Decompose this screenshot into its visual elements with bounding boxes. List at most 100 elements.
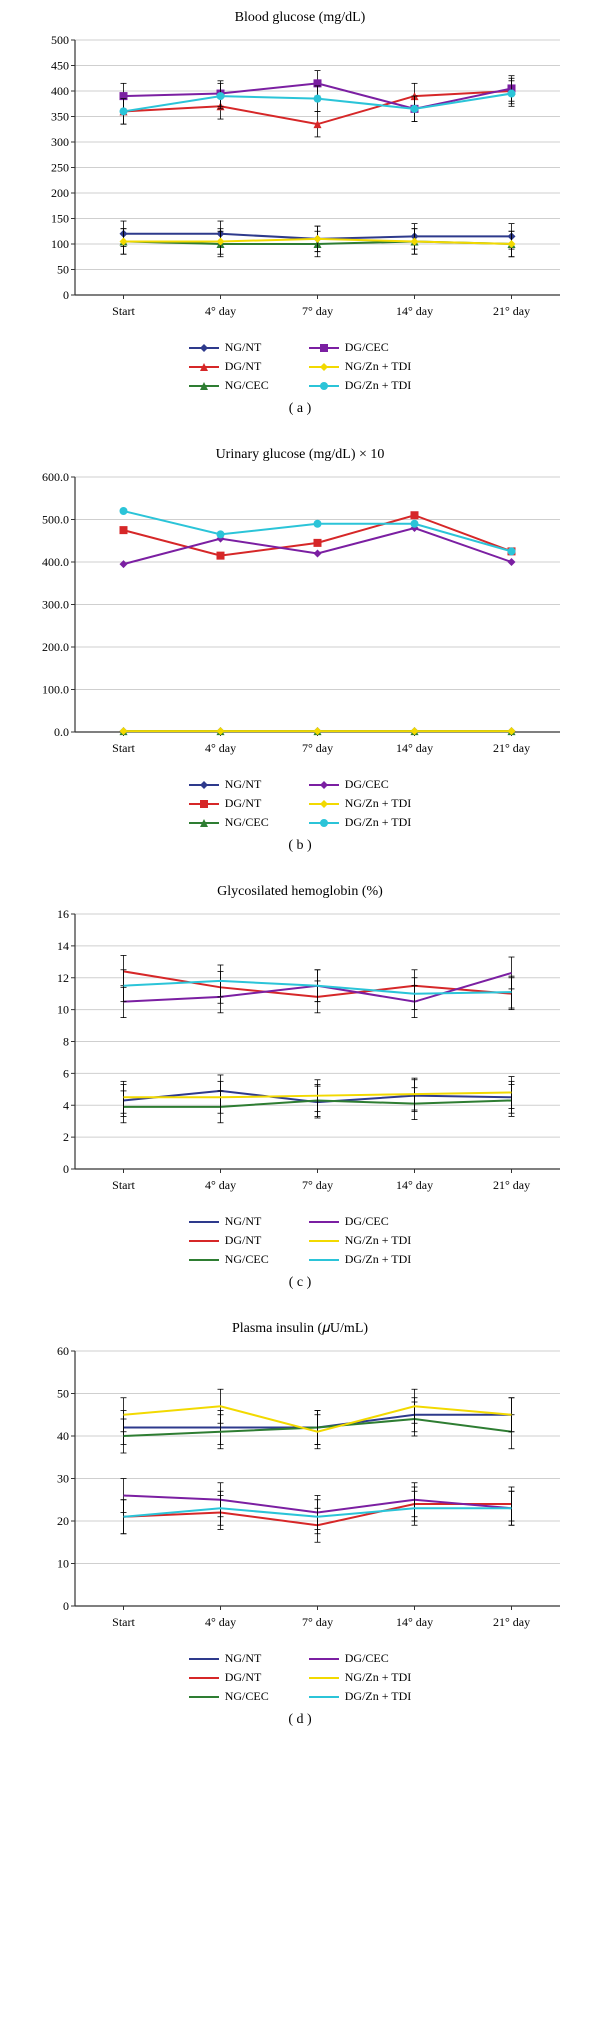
svg-text:500: 500 [51,33,69,47]
svg-text:0: 0 [63,1162,69,1176]
legend-label: NG/CEC [225,1689,269,1704]
svg-text:250: 250 [51,161,69,175]
svg-text:30: 30 [57,1472,69,1486]
legend-swatch [309,342,339,354]
chart-legend: NG/NT DG/NT NG/CEC DG/CEC NG/Zn + TDI DG… [10,775,590,832]
legend-swatch [309,817,339,829]
svg-text:8: 8 [63,1035,69,1049]
chart-d: 0102030405060Start4° day7° day14° day21°… [20,1341,580,1641]
svg-text:300: 300 [51,135,69,149]
legend-item: DG/Zn + TDI [309,378,412,393]
svg-text:500.0: 500.0 [42,513,69,527]
legend-item: NG/NT [189,1651,269,1666]
legend-label: NG/Zn + TDI [345,359,412,374]
legend-swatch [189,779,219,791]
svg-text:7° day: 7° day [302,304,333,318]
svg-text:21° day: 21° day [493,304,530,318]
legend-label: NG/Zn + TDI [345,796,412,811]
legend-label: DG/CEC [345,1214,389,1229]
legend-swatch [189,817,219,829]
legend-item: NG/Zn + TDI [309,359,412,374]
legend-item: NG/NT [189,340,269,355]
legend-swatch [189,342,219,354]
svg-text:14° day: 14° day [396,1615,433,1629]
svg-text:40: 40 [57,1429,69,1443]
chart-block-a: Blood glucose (mg/dL) 050100150200250300… [10,10,590,417]
legend-item: DG/NT [189,796,269,811]
legend-label: NG/NT [225,1214,262,1229]
legend-swatch [309,380,339,392]
svg-text:300.0: 300.0 [42,598,69,612]
legend-swatch [189,1653,219,1665]
legend-item: DG/Zn + TDI [309,815,412,830]
legend-swatch [189,1235,219,1247]
legend-swatch [189,798,219,810]
legend-item: DG/NT [189,1670,269,1685]
legend-label: DG/Zn + TDI [345,378,412,393]
legend-swatch [309,1653,339,1665]
chart-sublabel: ( a ) [10,401,590,417]
legend-swatch [189,1216,219,1228]
legend-label: DG/Zn + TDI [345,1689,412,1704]
legend-label: NG/Zn + TDI [345,1233,412,1248]
svg-text:7° day: 7° day [302,741,333,755]
legend-label: NG/CEC [225,1252,269,1267]
chart-c: 0246810121416Start4° day7° day14° day21°… [20,904,580,1204]
chart-block-d: Plasma insulin (𝜇U/mL) 0102030405060Star… [10,1321,590,1728]
svg-text:600.0: 600.0 [42,470,69,484]
svg-text:400.0: 400.0 [42,555,69,569]
svg-text:20: 20 [57,1514,69,1528]
svg-text:200: 200 [51,186,69,200]
chart-title: Urinary glucose (mg/dL) × 10 [10,447,590,463]
svg-text:14° day: 14° day [396,1178,433,1192]
svg-text:14: 14 [57,939,69,953]
svg-text:450: 450 [51,59,69,73]
chart-legend: NG/NT DG/NT NG/CEC DG/CEC NG/Zn + TDI DG… [10,338,590,395]
legend-item: DG/CEC [309,777,412,792]
svg-text:Start: Start [112,1178,135,1192]
svg-text:50: 50 [57,263,69,277]
svg-text:200.0: 200.0 [42,640,69,654]
chart-legend: NG/NT DG/NT NG/CEC DG/CEC NG/Zn + TDI DG… [10,1212,590,1269]
legend-item: DG/NT [189,1233,269,1248]
legend-label: NG/NT [225,340,262,355]
svg-text:21° day: 21° day [493,1615,530,1629]
legend-label: NG/CEC [225,378,269,393]
legend-item: DG/CEC [309,1214,412,1229]
legend-label: DG/CEC [345,777,389,792]
svg-text:21° day: 21° day [493,1178,530,1192]
svg-text:400: 400 [51,84,69,98]
legend-swatch [189,361,219,373]
svg-text:0: 0 [63,288,69,302]
svg-text:12: 12 [57,971,69,985]
legend-label: NG/NT [225,777,262,792]
legend-item: NG/CEC [189,1689,269,1704]
svg-text:14° day: 14° day [396,304,433,318]
legend-item: NG/NT [189,1214,269,1229]
svg-text:60: 60 [57,1344,69,1358]
legend-item: NG/CEC [189,815,269,830]
legend-swatch [309,798,339,810]
svg-text:14° day: 14° day [396,741,433,755]
svg-text:0: 0 [63,1599,69,1613]
svg-text:4° day: 4° day [205,1615,236,1629]
svg-text:6: 6 [63,1066,69,1080]
svg-text:4: 4 [63,1098,69,1112]
svg-text:4° day: 4° day [205,741,236,755]
legend-swatch [309,1254,339,1266]
svg-text:Start: Start [112,304,135,318]
chart-block-c: Glycosilated hemoglobin (%) 0 2 4 6 8 10 12 14 1… [10,884,590,1291]
chart-title: Glycosilated hemoglobin (%) [10,884,590,900]
legend-item: DG/CEC [309,340,412,355]
svg-text:4° day: 4° day [205,304,236,318]
legend-label: DG/NT [225,796,262,811]
legend-item: NG/CEC [189,1252,269,1267]
svg-text:10: 10 [57,1003,69,1017]
chart-block-b: Urinary glucose (mg/dL) × 10 0.0100.0200… [10,447,590,854]
legend-item: DG/NT [189,359,269,374]
legend-swatch [309,361,339,373]
legend-label: DG/CEC [345,1651,389,1666]
svg-text:2: 2 [63,1130,69,1144]
chart-sublabel: ( c ) [10,1275,590,1291]
legend-item: DG/Zn + TDI [309,1252,412,1267]
